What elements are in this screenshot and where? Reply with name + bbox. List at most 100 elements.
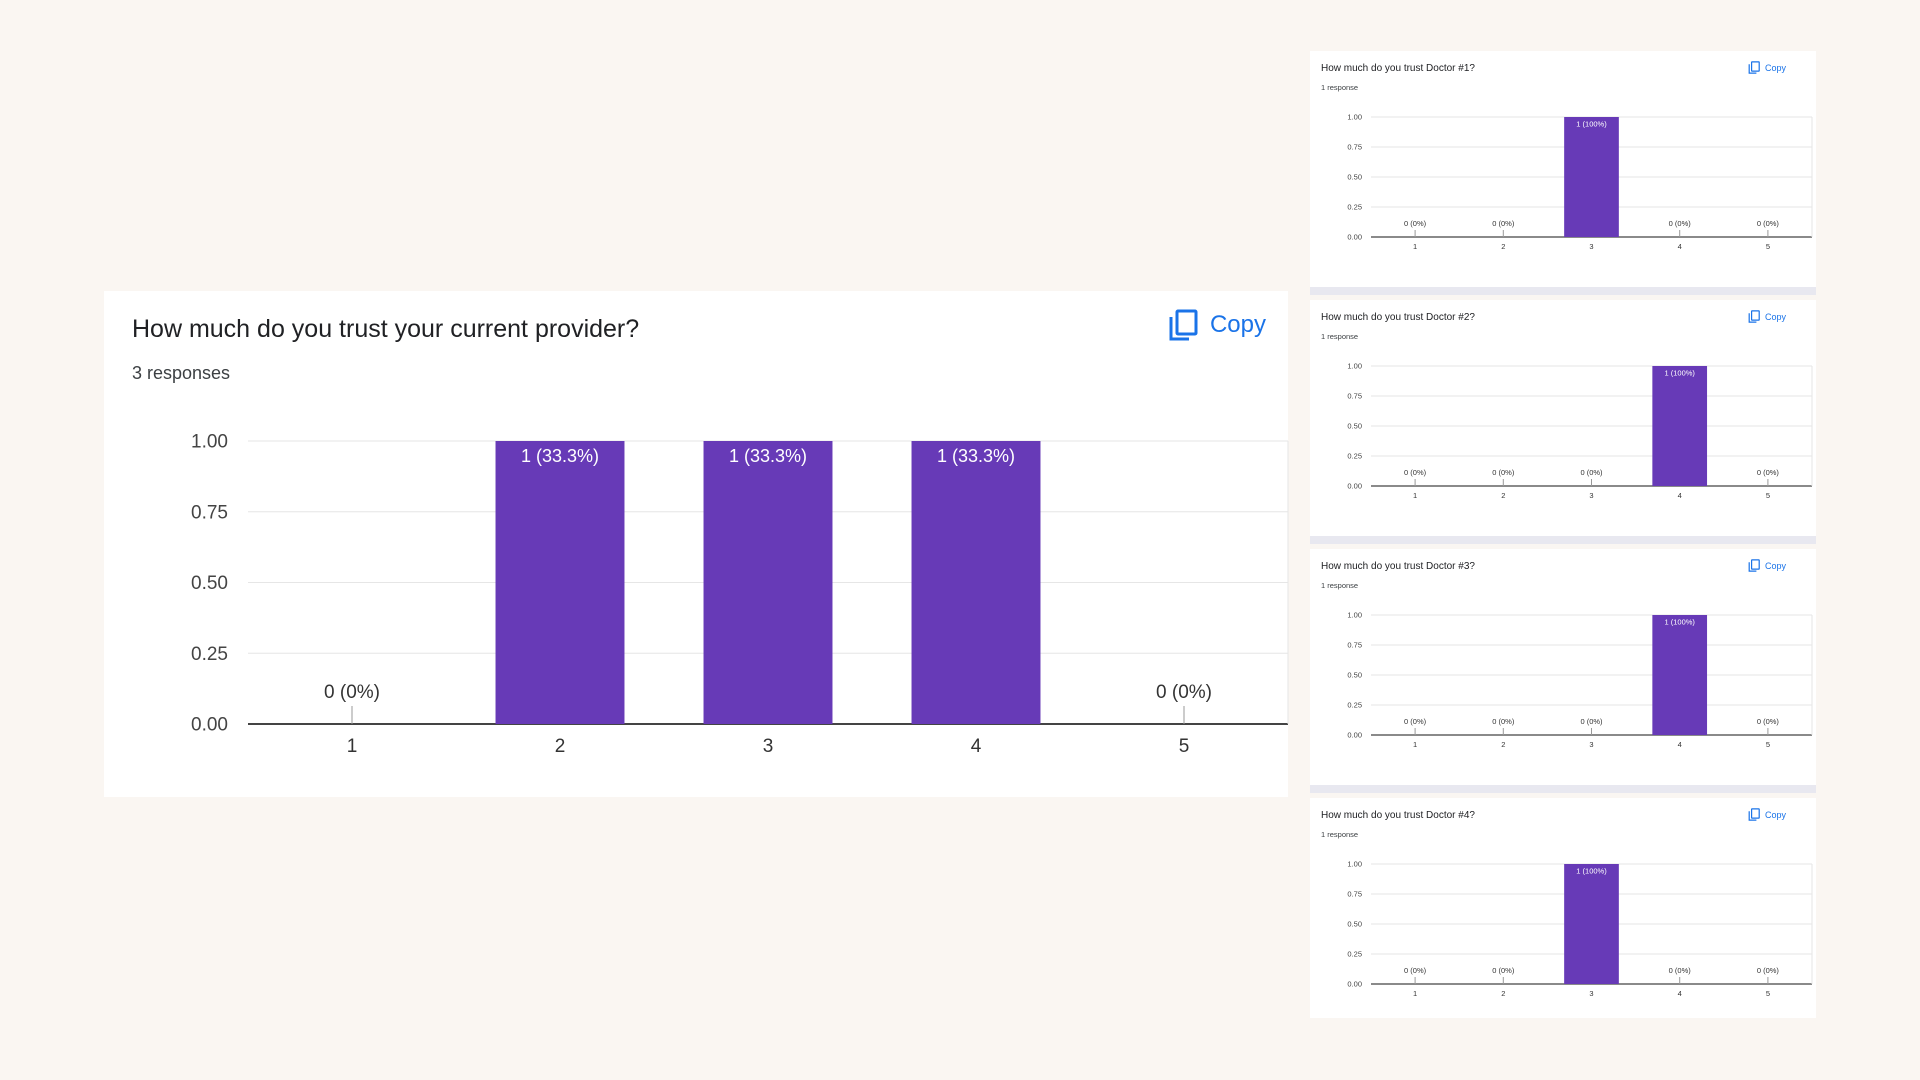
doctor-4-chart-card: How much do you trust Doctor #4? 1 respo… [1310, 798, 1816, 1018]
copy-icon [1748, 310, 1760, 323]
data-label: 0 (0%) [1156, 682, 1212, 703]
x-tick-label: 2 [1501, 242, 1505, 251]
bar [1564, 117, 1619, 237]
copy-icon [1748, 559, 1760, 572]
doctor-2-bar-chart: 0.00 0.25 0.50 0.75 1.00 0 (0%) 1 0 (0%) 2 0 (0%)… [1347, 362, 1813, 500]
x-tick-label: 1 [1413, 242, 1417, 251]
data-label: 1 (33.3%) [729, 446, 807, 466]
card-divider [1310, 287, 1816, 295]
y-tick-label: 0.50 [1347, 173, 1362, 182]
x-tick-label: 4 [1678, 989, 1682, 998]
doctor-3-bar-chart: 0.00 0.25 0.50 0.75 1.00 0 (0%) 1 0 (0%) 2 0 (0%)… [1347, 611, 1813, 749]
response-count: 1 response [1321, 830, 1359, 839]
y-tick-label: 1.00 [1347, 113, 1362, 122]
doctor-3-chart-card: How much do you trust Doctor #3? 1 respo… [1310, 549, 1816, 785]
y-tick-label: 0.50 [1347, 671, 1362, 680]
y-tick-label: 0.75 [191, 502, 228, 523]
bar [1564, 864, 1619, 984]
x-tick-label: 4 [1678, 491, 1682, 500]
response-count: 1 response [1321, 83, 1359, 92]
bar [495, 441, 625, 724]
data-label: 0 (0%) [1757, 717, 1780, 726]
y-tick-label: 0.25 [1347, 701, 1362, 710]
chart-title: How much do you trust Doctor #1? [1321, 63, 1475, 74]
data-label: 0 (0%) [1757, 468, 1780, 477]
bar [911, 441, 1041, 724]
data-label: 1 (100%) [1576, 120, 1607, 129]
x-tick-label: 2 [555, 736, 566, 757]
x-tick-label: 1 [1413, 989, 1417, 998]
copy-button[interactable]: Copy [1168, 309, 1266, 341]
x-tick-label: 5 [1766, 989, 1770, 998]
doctor-1-bar-chart: 0.00 0.25 0.50 0.75 1.00 0 (0%) 1 0 (0%) 2 1 (100… [1347, 113, 1813, 251]
copy-label: Copy [1764, 311, 1786, 322]
copy-button[interactable]: Copy [1748, 559, 1786, 572]
x-tick-label: 3 [1589, 740, 1593, 749]
main-chart-card: How much do you trust your current provi… [104, 291, 1289, 797]
response-count: 1 response [1321, 581, 1359, 590]
y-tick-label: 1.00 [191, 432, 228, 453]
x-tick-label: 1 [347, 736, 358, 757]
bar [703, 441, 833, 724]
card-divider [1310, 536, 1816, 544]
data-label: 0 (0%) [1757, 219, 1780, 228]
copy-icon [1168, 309, 1198, 341]
copy-icon [1748, 61, 1760, 74]
data-label: 0 (0%) [1669, 219, 1692, 228]
data-label: 0 (0%) [1580, 468, 1603, 477]
y-tick-label: 0.50 [1347, 422, 1362, 431]
copy-button[interactable]: Copy [1748, 61, 1786, 74]
chart-title: How much do you trust your current provi… [132, 315, 640, 343]
copy-label: Copy [1764, 809, 1786, 820]
data-label: 0 (0%) [1404, 219, 1427, 228]
y-tick-label: 0.00 [1347, 233, 1362, 242]
data-label: 0 (0%) [1669, 966, 1692, 975]
chart-title: How much do you trust Doctor #2? [1321, 312, 1475, 323]
x-tick-label: 5 [1179, 736, 1190, 757]
copy-label: Copy [1764, 560, 1786, 571]
x-tick-label: 2 [1501, 491, 1505, 500]
x-tick-label: 4 [1678, 740, 1682, 749]
x-tick-label: 3 [763, 736, 774, 757]
data-label: 0 (0%) [1492, 966, 1515, 975]
y-tick-label: 0.75 [1347, 392, 1362, 401]
x-tick-label: 3 [1589, 989, 1593, 998]
main-bar-chart: 0.00 0.25 0.50 0.75 1.00 0 (0%) 1 1 (33.3%) 2 1 (… [191, 432, 1289, 757]
copy-label: Copy [1764, 62, 1786, 73]
x-tick-label: 1 [1413, 740, 1417, 749]
x-tick-label: 2 [1501, 740, 1505, 749]
doctor-4-bar-chart: 0.00 0.25 0.50 0.75 1.00 0 (0%) 1 0 (0%) 2 1 (100… [1347, 860, 1813, 998]
data-label: 1 (33.3%) [937, 446, 1015, 466]
x-tick-label: 5 [1766, 740, 1770, 749]
y-tick-label: 0.75 [1347, 641, 1362, 650]
x-tick-label: 4 [971, 736, 982, 757]
doctor-1-chart-card: How much do you trust Doctor #1? 1 respo… [1310, 51, 1816, 287]
y-tick-label: 0.25 [1347, 203, 1362, 212]
copy-label: Copy [1209, 311, 1266, 338]
data-label: 0 (0%) [324, 682, 380, 703]
copy-button[interactable]: Copy [1748, 808, 1786, 821]
x-tick-label: 5 [1766, 242, 1770, 251]
data-label: 0 (0%) [1492, 219, 1515, 228]
data-label: 1 (100%) [1664, 369, 1695, 378]
y-tick-label: 0.25 [191, 644, 228, 665]
y-tick-label: 1.00 [1347, 362, 1362, 371]
card-divider [1310, 785, 1816, 793]
y-tick-label: 0.50 [1347, 920, 1362, 929]
doctor-2-chart-card: How much do you trust Doctor #2? 1 respo… [1310, 300, 1816, 536]
bar [1652, 366, 1708, 486]
copy-icon [1748, 808, 1760, 821]
chart-title: How much do you trust Doctor #4? [1321, 810, 1475, 821]
data-label: 0 (0%) [1492, 717, 1515, 726]
y-tick-label: 0.25 [1347, 452, 1362, 461]
x-tick-label: 3 [1589, 242, 1593, 251]
copy-button[interactable]: Copy [1748, 310, 1786, 323]
y-tick-label: 0.00 [1347, 731, 1362, 740]
y-tick-label: 0.75 [1347, 890, 1362, 899]
y-tick-label: 0.50 [191, 573, 228, 594]
data-label: 0 (0%) [1404, 468, 1427, 477]
x-tick-label: 4 [1678, 242, 1682, 251]
data-label: 0 (0%) [1404, 717, 1427, 726]
data-label: 0 (0%) [1404, 966, 1427, 975]
data-label: 0 (0%) [1492, 468, 1515, 477]
